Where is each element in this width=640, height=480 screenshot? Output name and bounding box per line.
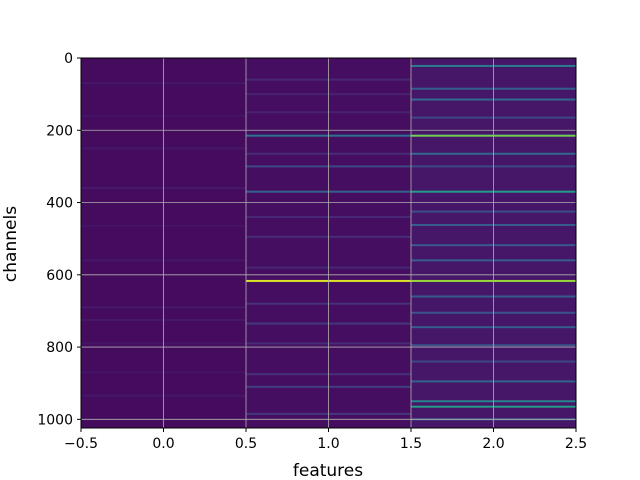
y-tick-label: 800 [46,340,73,356]
y-tick-label: 600 [46,268,73,284]
x-axis-ticks: −0.5 0.0 0.5 1.0 1.5 2.0 2.5 [64,428,587,452]
y-tick-label: 200 [46,123,73,139]
x-tick-label: 0.0 [152,436,174,452]
x-tick-label: −0.5 [64,436,98,452]
y-axis-label: channels [1,206,21,282]
y-tick-label: 400 [46,196,73,212]
x-tick-label: 2.0 [482,436,504,452]
x-tick-label: 1.5 [400,436,422,452]
y-tick-label: 1000 [37,412,73,428]
y-tick-label: 0 [64,51,73,67]
x-tick-label: 2.5 [565,436,587,452]
y-axis-ticks: 0 200 400 600 800 1000 [37,51,81,428]
x-axis-label: features [293,461,363,480]
x-tick-label: 1.0 [317,436,339,452]
x-tick-label: 0.5 [235,436,257,452]
